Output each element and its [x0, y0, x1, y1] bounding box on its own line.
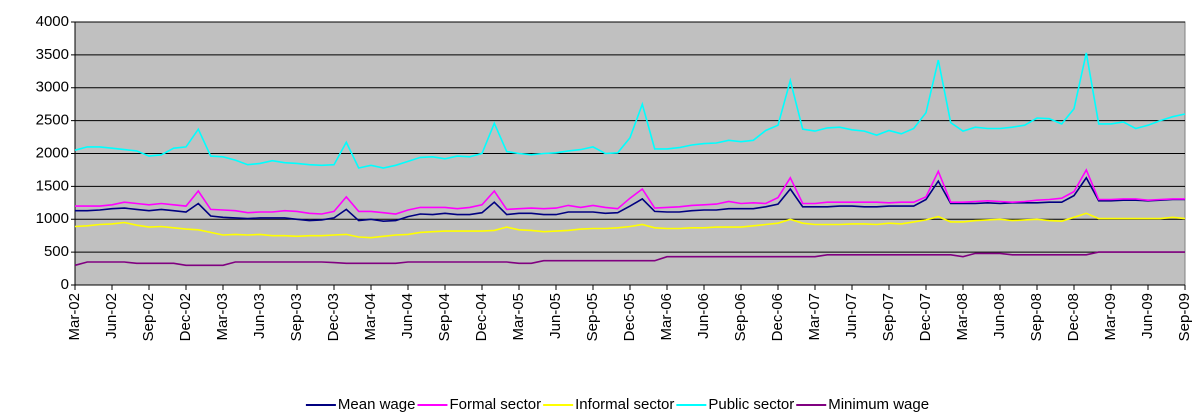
x-tick-label: Sep-07 — [880, 293, 897, 341]
x-tick-label: Jun-08 — [991, 293, 1008, 339]
y-tick-label: 500 — [44, 243, 69, 260]
x-tick-label: Sep-09 — [1176, 293, 1193, 341]
x-tick-label: Jun-04 — [399, 293, 416, 339]
x-tick-label: Dec-02 — [177, 293, 194, 341]
x-tick-label: Dec-05 — [621, 293, 638, 341]
x-tick-label: Jun-09 — [1139, 293, 1156, 339]
x-tick-label: Mar-03 — [214, 293, 231, 341]
y-tick-label: 4000 — [36, 13, 69, 30]
legend-label: Public sector — [708, 396, 794, 413]
x-tick-label: Mar-08 — [954, 293, 971, 341]
series-line — [74, 52, 1186, 169]
x-tick-label: Sep-02 — [140, 293, 157, 341]
x-tick-label: Dec-08 — [1065, 293, 1082, 341]
legend-label: Formal sector — [449, 396, 541, 413]
x-tick-label: Sep-04 — [436, 293, 453, 341]
x-tick-label: Jun-02 — [103, 293, 120, 339]
x-tick-label: Mar-02 — [66, 293, 83, 341]
legend-label: Mean wage — [338, 396, 416, 413]
x-tick-label: Dec-03 — [325, 293, 342, 341]
x-tick-label: Sep-05 — [584, 293, 601, 341]
series-line — [74, 212, 1186, 239]
legend-label: Minimum wage — [828, 396, 929, 413]
x-tick-label: Sep-08 — [1028, 293, 1045, 341]
x-tick-label: Mar-06 — [658, 293, 675, 341]
x-tick-label: Mar-09 — [1102, 293, 1119, 341]
y-tick-label: 1000 — [36, 210, 69, 227]
x-tick-label: Dec-06 — [769, 293, 786, 341]
y-tick-label: 3000 — [36, 79, 69, 96]
series-line — [74, 251, 1185, 267]
x-tick-label: Jun-07 — [843, 293, 860, 339]
y-tick-label: 2000 — [36, 144, 69, 161]
x-tick-label: Mar-04 — [362, 293, 379, 341]
y-tick-label: 0 — [61, 276, 69, 293]
x-tick-label: Jun-03 — [251, 293, 268, 339]
y-tick-label: 2500 — [36, 112, 69, 129]
x-tick-label: Sep-03 — [288, 293, 305, 341]
y-tick-label: 3500 — [36, 46, 69, 63]
x-tick-label: Jun-05 — [547, 293, 564, 339]
x-tick-label: Jun-06 — [695, 293, 712, 339]
x-tick-label: Mar-07 — [806, 293, 823, 341]
series-line — [75, 168, 1185, 215]
x-tick-label: Dec-07 — [917, 293, 934, 341]
x-tick-label: Mar-05 — [510, 293, 527, 341]
y-tick-label: 1500 — [36, 177, 69, 194]
x-tick-label: Sep-06 — [732, 293, 749, 341]
series-line — [75, 176, 1185, 223]
x-tick-label: Dec-04 — [473, 293, 490, 341]
legend-label: Informal sector — [575, 396, 674, 413]
